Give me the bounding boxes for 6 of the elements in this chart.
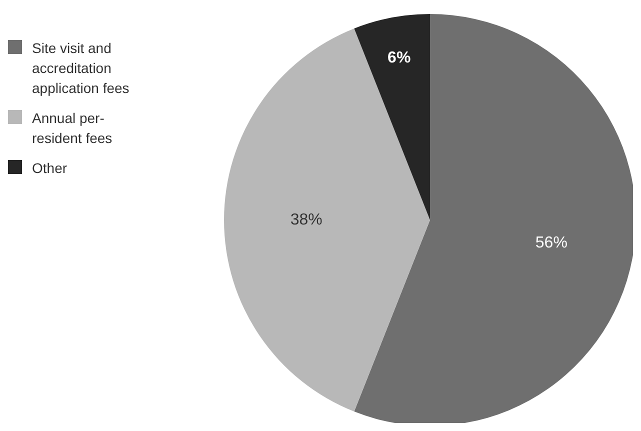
legend-label: Annual per-resident fees <box>32 109 114 148</box>
data-label: 38% <box>290 212 322 228</box>
data-label: 6% <box>388 50 411 67</box>
legend-label: Other <box>32 159 68 178</box>
data-label: 56% <box>535 234 568 252</box>
legend-label: Site visit and accreditation application fees <box>32 39 130 98</box>
